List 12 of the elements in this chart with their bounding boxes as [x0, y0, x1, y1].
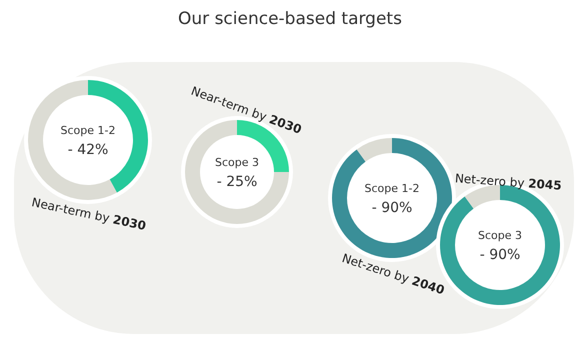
- text: - 42%: [68, 142, 108, 158]
- text: - 90%: [372, 200, 412, 216]
- text: Net-zero by 2045: [454, 171, 562, 193]
- text: Scope 3: [478, 229, 522, 242]
- text: Scope 3: [214, 156, 260, 169]
- text: - 25%: [216, 174, 258, 190]
- text: - 90%: [480, 247, 520, 263]
- donut-slice: [464, 185, 500, 209]
- donut-slice: [356, 138, 392, 162]
- text: Scope 1-2: [364, 182, 420, 195]
- text: Scope 1-2: [60, 124, 116, 137]
- text: Our science-based targets: [178, 9, 402, 29]
